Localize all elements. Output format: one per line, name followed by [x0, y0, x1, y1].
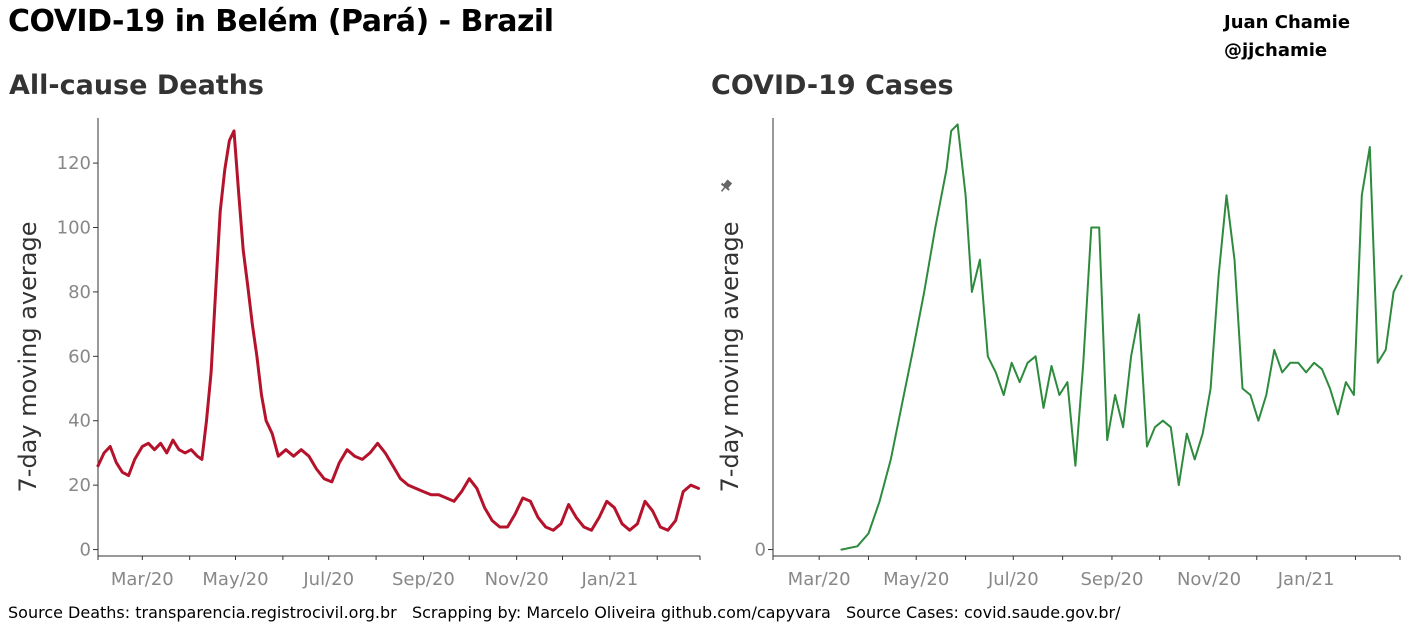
deaths-chart: Mar/20 May/20 Jul/20 Sep/20 Nov/20 Jan/21 0 20 4…	[14, 118, 701, 590]
cases-x-tick-label: Jan/21	[1277, 569, 1335, 590]
cases-y-tick-label: 0	[755, 540, 766, 561]
cases-x-tick-label: May/20	[883, 569, 949, 590]
author-handle: @jjchamie	[1224, 40, 1328, 61]
author-credit: Juan Chamie @jjchamie	[1224, 9, 1350, 65]
deaths-y-tick-label: 60	[68, 346, 91, 367]
deaths-y-tick-label: 100	[57, 218, 91, 239]
deaths-y-axis-title: 7-day moving average	[14, 222, 42, 493]
deaths-x-tick-label: Mar/20	[111, 569, 174, 590]
deaths-chart-title: All-cause Deaths	[9, 70, 264, 101]
cases-x-tick-label: Nov/20	[1177, 569, 1241, 590]
author-name: Juan Chamie	[1224, 12, 1351, 33]
cases-x-tick-label: Mar/20	[788, 569, 851, 590]
pin-icon[interactable]	[718, 178, 734, 194]
cases-chart-title: COVID-19 Cases	[711, 70, 954, 101]
page-title: COVID-19 in Belém (Pará) - Brazil	[8, 4, 554, 39]
deaths-x-tick-label: Sep/20	[392, 569, 455, 590]
charts-canvas: Mar/20 May/20 Jul/20 Sep/20 Nov/20 Jan/21 0 20 4…	[14, 118, 1403, 590]
deaths-y-tick-label: 120	[57, 153, 91, 174]
deaths-y-tick-label: 0	[80, 540, 91, 561]
cases-x-tick-label: Sep/20	[1081, 569, 1144, 590]
deaths-x-tick-label: Nov/20	[485, 569, 549, 590]
deaths-y-tick-label: 20	[68, 475, 91, 496]
source-footer: Source Deaths: transparencia.registrociv…	[8, 603, 1121, 622]
cases-chart: Mar/20 May/20 Jul/20 Sep/20 Nov/20 Jan/21 0 7-d…	[716, 118, 1403, 590]
cases-x-tick-label: Jul/20	[987, 569, 1039, 590]
cases-series-line	[840, 123, 1403, 551]
cases-y-axis-title: 7-day moving average	[716, 222, 744, 493]
deaths-series-line	[96, 129, 700, 532]
deaths-x-tick-label: Jul/20	[302, 569, 354, 590]
deaths-y-tick-label: 40	[68, 411, 91, 432]
deaths-x-tick-label: Jan/21	[580, 569, 638, 590]
deaths-y-tick-label: 80	[68, 282, 91, 303]
deaths-x-tick-label: May/20	[202, 569, 268, 590]
